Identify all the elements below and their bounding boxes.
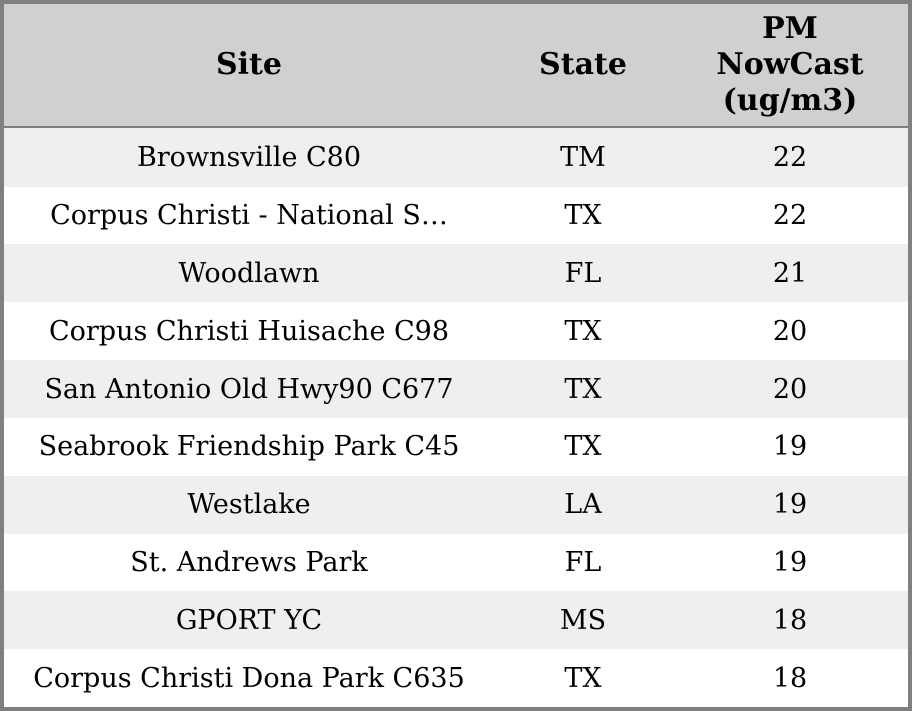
pm-nowcast-cell: 22 [772, 141, 808, 173]
pm-nowcast-cell: 21 [772, 257, 808, 289]
table-row: Woodlawn FL 21 [4, 244, 908, 303]
pm-nowcast-table: Site State PM NowCast (ug/m3) Brownsvill… [4, 4, 908, 707]
site-cell: Seabrook Friendship Park C45 [38, 431, 460, 463]
state-cell: LA [564, 489, 602, 521]
table-header: Site State PM NowCast (ug/m3) [4, 4, 908, 128]
column-header-site: Site [4, 4, 494, 128]
pm-nowcast-cell: 19 [772, 431, 808, 463]
pm-nowcast-cell: 19 [772, 546, 808, 578]
table-row: GPORT YC MS 18 [4, 591, 908, 650]
table-row: Seabrook Friendship Park C45 TX 19 [4, 417, 908, 476]
pm-nowcast-cell: 18 [772, 604, 808, 636]
pm-nowcast-cell: 22 [772, 200, 808, 232]
table-row: Corpus Christi - National S… TX 22 [4, 186, 908, 245]
header-row: Site State PM NowCast (ug/m3) [4, 4, 908, 128]
state-cell: TX [564, 373, 602, 405]
table-body: Brownsville C80 TM 22 Corpus Christi - N… [4, 127, 908, 707]
table-row: Brownsville C80 TM 22 [4, 127, 908, 187]
pm-nowcast-cell: 18 [772, 662, 808, 694]
site-cell: Corpus Christi - National S… [50, 200, 448, 232]
site-cell: Corpus Christi Huisache C98 [48, 315, 450, 347]
site-cell: GPORT YC [175, 604, 323, 636]
site-cell: Brownsville C80 [136, 141, 362, 173]
column-header-state: State [494, 4, 672, 128]
column-header-pm-nowcast: PM NowCast (ug/m3) [672, 4, 908, 128]
state-cell: FL [564, 546, 602, 578]
site-cell: Westlake [187, 489, 311, 521]
pm-nowcast-cell: 19 [772, 489, 808, 521]
site-cell: St. Andrews Park [130, 546, 368, 578]
site-cell: Woodlawn [178, 257, 320, 289]
pm-nowcast-cell: 20 [772, 315, 808, 347]
table-row: St. Andrews Park FL 19 [4, 533, 908, 592]
table-row: San Antonio Old Hwy90 C677 TX 20 [4, 360, 908, 418]
state-cell: TX [564, 315, 602, 347]
state-cell: TX [564, 200, 602, 232]
table-row: Corpus Christi Dona Park C635 TX 18 [4, 649, 908, 707]
pm-nowcast-cell: 20 [772, 373, 808, 405]
table-row: Corpus Christi Huisache C98 TX 20 [4, 302, 908, 361]
column-header-pm-nowcast-label: PM NowCast (ug/m3) [716, 11, 864, 118]
state-cell: TX [564, 431, 602, 463]
site-cell: San Antonio Old Hwy90 C677 [44, 373, 454, 405]
state-cell: TX [564, 662, 602, 694]
site-cell: Corpus Christi Dona Park C635 [33, 662, 465, 694]
table-row: Westlake LA 19 [4, 475, 908, 534]
state-cell: TM [560, 141, 606, 173]
state-cell: MS [559, 604, 607, 636]
state-cell: FL [564, 257, 602, 289]
